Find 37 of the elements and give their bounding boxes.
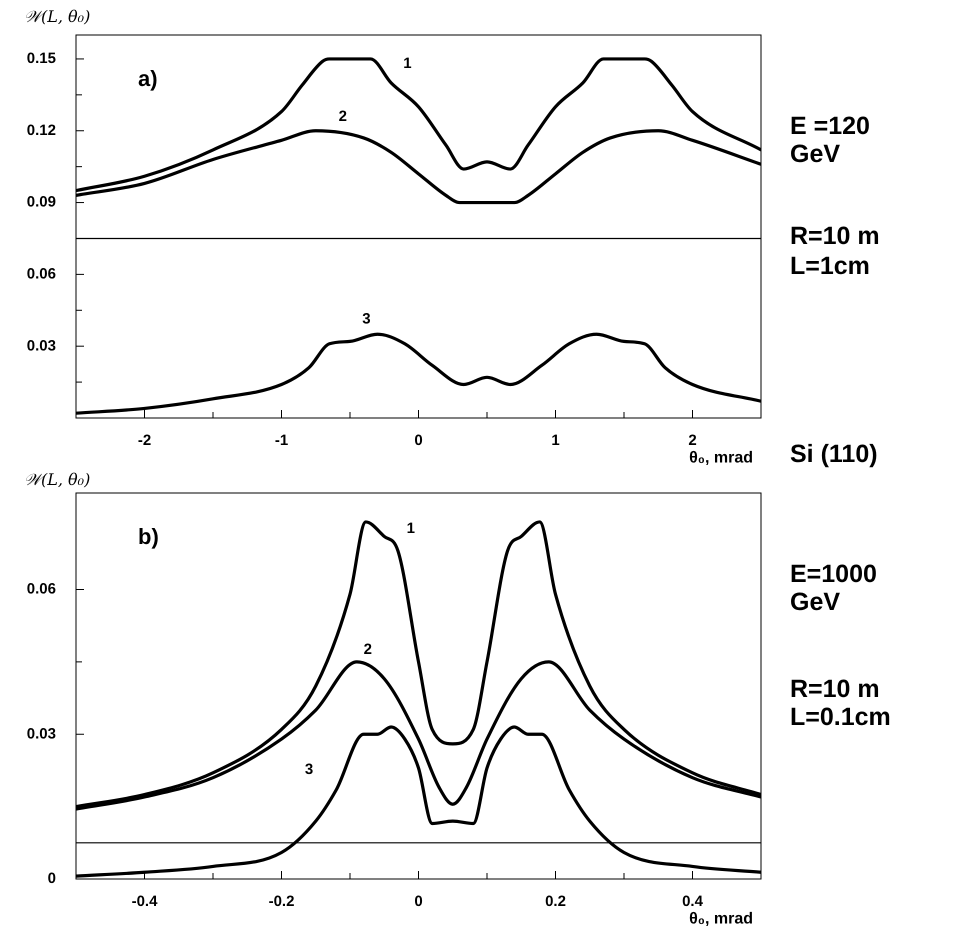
x-tick-label: 0 <box>414 432 423 450</box>
text: E=1000 GeV <box>790 560 878 616</box>
y-tick-label: 0.06 <box>26 580 56 598</box>
text: L=1cm <box>790 252 871 280</box>
x-tick-label: 0.4 <box>682 893 704 910</box>
y-tick-label: 0.06 <box>26 266 56 283</box>
text: R=10 m <box>790 675 881 703</box>
text: R=10 m <box>790 222 881 250</box>
x-tick-label: -0.2 <box>268 893 294 910</box>
series-label: 3 <box>362 310 371 328</box>
x-axis-title: θ₀, mrad <box>689 449 753 466</box>
series-label: 1 <box>406 520 415 538</box>
y-axis-title: 𝒲(L, θ₀) <box>24 470 90 490</box>
series-label: 1 <box>403 55 412 72</box>
y-tick-label: 0.09 <box>26 194 56 211</box>
text: E =120 GeV <box>790 112 871 168</box>
y-tick-label: 0.15 <box>26 50 56 68</box>
series-label: 3 <box>304 761 314 778</box>
x-axis-title: θ₀, mrad <box>689 910 753 928</box>
series-label: 2 <box>338 108 347 125</box>
y-tick-label: 0.03 <box>26 725 56 742</box>
x-tick-label: -0.4 <box>132 893 158 910</box>
text: b) <box>138 524 159 550</box>
y-tick-label: 0.03 <box>26 337 56 354</box>
x-tick-label: 1 <box>551 432 560 450</box>
x-tick-label: 0 <box>414 893 423 910</box>
text: L=0.1cm <box>790 703 892 731</box>
text: a) <box>138 66 158 92</box>
y-tick-label: 0.12 <box>26 122 56 139</box>
y-tick-label: 0 <box>48 870 56 888</box>
series-label: 2 <box>364 641 372 658</box>
y-axis-title: 𝒲(L, θ₀) <box>24 7 90 26</box>
x-tick-label: 0.2 <box>545 893 566 910</box>
x-tick-label: 2 <box>688 432 697 450</box>
text: Si (110) <box>790 440 879 468</box>
x-tick-label: -1 <box>274 432 288 450</box>
x-tick-label: -2 <box>138 432 152 450</box>
